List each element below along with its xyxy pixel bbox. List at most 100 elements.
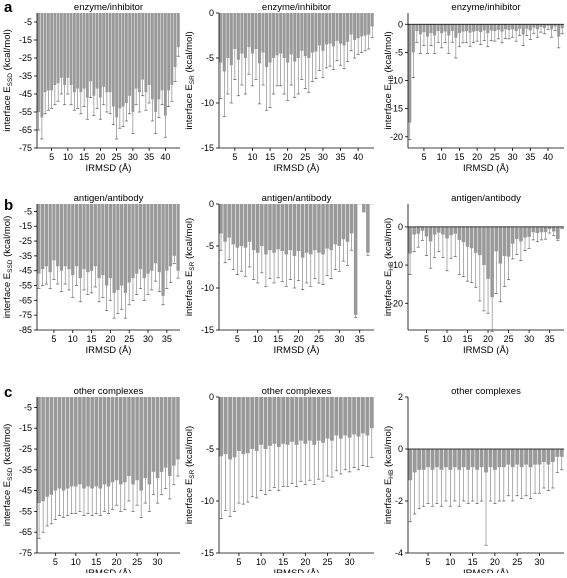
error-bar	[515, 31, 518, 41]
error-bar	[272, 58, 275, 94]
bar	[224, 397, 228, 454]
bar	[154, 13, 157, 112]
bar	[290, 397, 294, 442]
x-tick-label: 35	[144, 152, 154, 162]
error-bar	[165, 271, 168, 289]
y-tick-label: -15	[19, 221, 32, 231]
y-tick-label: -65	[19, 295, 32, 305]
bar	[164, 397, 168, 468]
error-bar	[511, 244, 514, 259]
error-bar	[422, 470, 425, 506]
error-bar	[256, 253, 259, 283]
error-bar	[265, 67, 268, 110]
error-bar	[552, 231, 555, 235]
error-bar	[141, 80, 144, 96]
error-bar	[547, 465, 550, 491]
bar	[561, 24, 564, 28]
error-bar	[220, 456, 223, 518]
error-bar	[338, 246, 341, 271]
y-tick-label: -25	[19, 236, 32, 246]
x-tick-label: 35	[336, 152, 346, 162]
bar	[165, 204, 168, 271]
bar	[90, 204, 93, 271]
bar	[268, 204, 272, 250]
error-bar	[37, 112, 40, 130]
bar	[276, 13, 279, 55]
bar	[226, 13, 229, 58]
error-bar	[482, 265, 485, 311]
error-bar	[313, 445, 316, 485]
error-bar	[158, 272, 161, 291]
error-bar	[228, 238, 231, 260]
bar	[223, 204, 227, 242]
y-axis-label-main: interface E	[184, 479, 195, 524]
error-bar	[367, 35, 370, 49]
bar	[532, 24, 535, 27]
bar	[76, 13, 79, 89]
error-bar	[251, 54, 254, 86]
bar	[339, 397, 343, 439]
error-bar	[325, 45, 328, 68]
x-tick-label: 25	[300, 152, 310, 162]
error-bar	[339, 44, 342, 66]
panel-title: enzyme/inhibitor	[451, 2, 520, 13]
y-tick-label: -15	[19, 35, 32, 45]
y-tick-label: -20	[390, 132, 403, 142]
error-bar	[290, 442, 293, 484]
bar	[486, 24, 489, 33]
error-bar	[118, 108, 121, 128]
error-bar	[255, 451, 258, 498]
x-tick-label: 20	[472, 152, 482, 162]
error-bar	[91, 489, 94, 516]
error-bar	[301, 258, 304, 290]
error-bar	[502, 467, 505, 501]
bar	[317, 204, 321, 253]
y-axis-label-unit: (kcal/mol)	[184, 426, 195, 470]
error-bar	[247, 47, 250, 74]
error-bar	[465, 31, 468, 42]
error-bar	[83, 89, 86, 107]
bar	[546, 449, 550, 465]
y-tick-label: -15	[19, 423, 32, 433]
bar	[520, 449, 524, 467]
bar	[343, 397, 347, 435]
bar	[367, 13, 370, 35]
bar	[311, 13, 314, 53]
error-bar	[451, 31, 454, 42]
bar	[144, 397, 148, 478]
panel-title: enzyme/inhibitor	[74, 2, 143, 13]
error-bar	[94, 266, 97, 287]
error-bar	[357, 437, 360, 470]
error-bar	[523, 238, 526, 251]
y-tick-label: 0	[398, 222, 403, 232]
error-bar	[440, 33, 443, 48]
bar	[66, 13, 69, 78]
bar	[511, 24, 514, 29]
error-bar	[437, 233, 440, 252]
error-bar	[304, 444, 307, 485]
error-bar	[148, 85, 151, 103]
bar	[538, 449, 542, 465]
bar	[412, 227, 416, 235]
error-bar	[151, 99, 154, 121]
bar	[131, 13, 134, 112]
x-tick-label: 15	[87, 334, 97, 344]
bar	[74, 397, 78, 486]
y-tick-label: -5	[206, 53, 214, 63]
bar	[141, 13, 144, 80]
bar	[40, 13, 43, 117]
error-bar	[435, 467, 438, 503]
bar	[457, 449, 461, 470]
error-bar	[557, 37, 560, 48]
bar	[321, 397, 325, 443]
error-bar	[313, 250, 316, 279]
bar	[157, 13, 160, 99]
y-axis-label-subscript: HB	[388, 262, 395, 271]
bar	[550, 24, 553, 29]
bar	[408, 227, 412, 254]
bar	[240, 204, 244, 246]
bar	[115, 13, 118, 117]
error-bar	[344, 435, 347, 469]
error-bar	[143, 278, 146, 300]
bar	[143, 204, 146, 278]
